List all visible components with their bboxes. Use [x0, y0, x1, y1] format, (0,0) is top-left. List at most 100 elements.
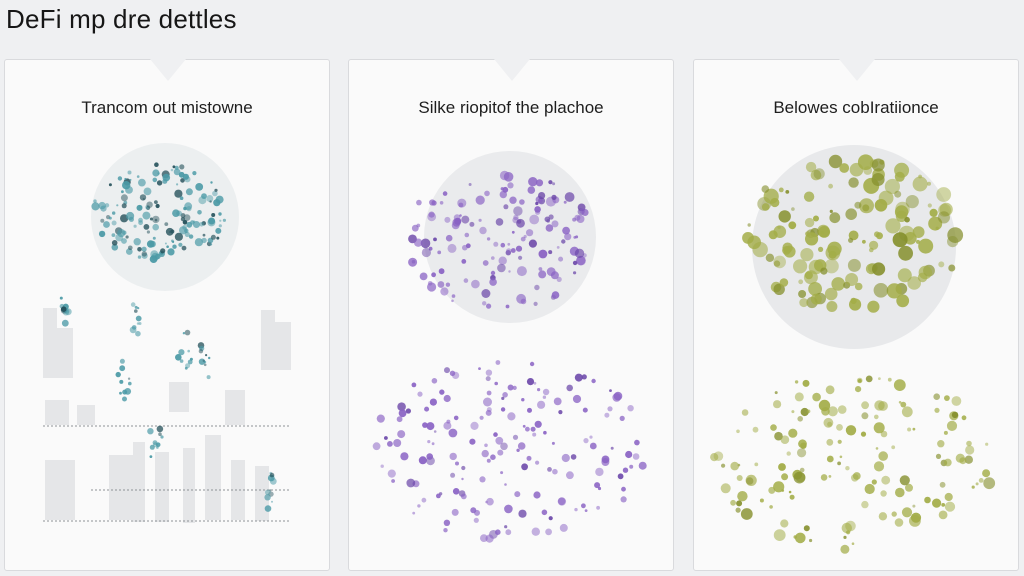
data-point: [943, 458, 952, 467]
data-point: [828, 475, 832, 478]
data-point: [768, 486, 776, 494]
data-point: [427, 440, 431, 444]
data-point: [829, 212, 841, 224]
data-point: [781, 473, 789, 481]
data-point: [847, 258, 861, 272]
data-point: [550, 271, 559, 280]
data-point: [269, 477, 277, 485]
data-point: [387, 469, 396, 478]
data-point: [548, 180, 553, 185]
data-point: [736, 475, 743, 481]
data-point: [187, 359, 193, 365]
data-point: [773, 400, 782, 409]
data-point: [208, 217, 216, 225]
data-point: [507, 182, 514, 189]
data-point: [769, 505, 773, 509]
data-point: [826, 455, 834, 463]
data-point: [773, 529, 786, 541]
data-point: [431, 442, 435, 446]
data-point: [516, 448, 520, 452]
data-point: [493, 241, 499, 247]
data-point: [534, 206, 541, 213]
data-point: [152, 169, 160, 177]
data-point: [557, 497, 566, 506]
data-point: [759, 498, 764, 503]
data-point: [387, 441, 393, 447]
data-point: [195, 183, 204, 191]
data-point: [391, 479, 395, 483]
data-point: [794, 380, 799, 384]
data-point: [135, 315, 142, 322]
data-point: [506, 248, 512, 254]
data-point: [939, 481, 946, 488]
data-point: [451, 508, 459, 516]
data-point: [128, 216, 134, 222]
data-point: [773, 260, 781, 267]
data-point: [535, 209, 541, 215]
data-point: [531, 527, 540, 536]
data-point: [483, 397, 492, 407]
data-point: [559, 523, 568, 532]
data-point: [848, 177, 859, 188]
data-point: [736, 500, 743, 507]
data-point: [503, 172, 514, 182]
data-point: [418, 456, 427, 465]
data-point: [812, 392, 821, 402]
data-point: [182, 224, 188, 230]
data-point: [164, 222, 169, 227]
data-point: [898, 401, 902, 404]
data-point: [961, 415, 967, 421]
data-point: [845, 208, 857, 220]
data-point: [573, 271, 577, 275]
data-point: [547, 467, 552, 472]
data-point: [561, 453, 570, 463]
data-point: [501, 396, 505, 400]
data-point: [452, 488, 460, 495]
data-point: [556, 276, 562, 282]
data-point: [909, 515, 921, 527]
data-point: [527, 407, 532, 413]
data-point: [845, 425, 857, 436]
data-point: [117, 229, 126, 238]
data-point: [475, 195, 485, 205]
data-point: [944, 501, 956, 512]
data-point: [545, 224, 554, 232]
data-point: [154, 218, 158, 222]
background-bar: [183, 448, 195, 523]
data-point: [469, 438, 476, 445]
data-point: [502, 392, 508, 398]
data-point: [192, 171, 197, 176]
data-point: [617, 473, 624, 480]
data-point: [180, 178, 185, 183]
data-point: [134, 309, 138, 313]
data-point: [129, 178, 132, 181]
data-point: [880, 430, 888, 438]
data-point: [495, 360, 501, 365]
data-point: [142, 211, 151, 220]
data-point: [133, 224, 137, 228]
data-point: [938, 261, 945, 268]
data-point: [268, 489, 272, 492]
data-point: [463, 278, 469, 283]
data-point: [119, 365, 126, 372]
data-point: [720, 483, 731, 494]
data-point: [479, 226, 487, 235]
data-point: [894, 162, 910, 178]
data-point: [170, 168, 174, 172]
data-point: [490, 270, 496, 276]
data-point: [629, 464, 634, 469]
data-point: [861, 500, 869, 509]
data-point: [154, 162, 159, 167]
data-point: [500, 242, 506, 248]
data-point: [520, 298, 527, 305]
data-point: [461, 215, 470, 224]
data-point: [210, 243, 213, 246]
data-point: [124, 388, 132, 395]
data-point: [855, 386, 862, 393]
data-point: [632, 453, 640, 460]
data-point: [831, 277, 845, 291]
data-point: [198, 196, 207, 205]
data-point: [138, 178, 146, 187]
data-point: [416, 199, 422, 206]
data-point: [485, 534, 494, 543]
